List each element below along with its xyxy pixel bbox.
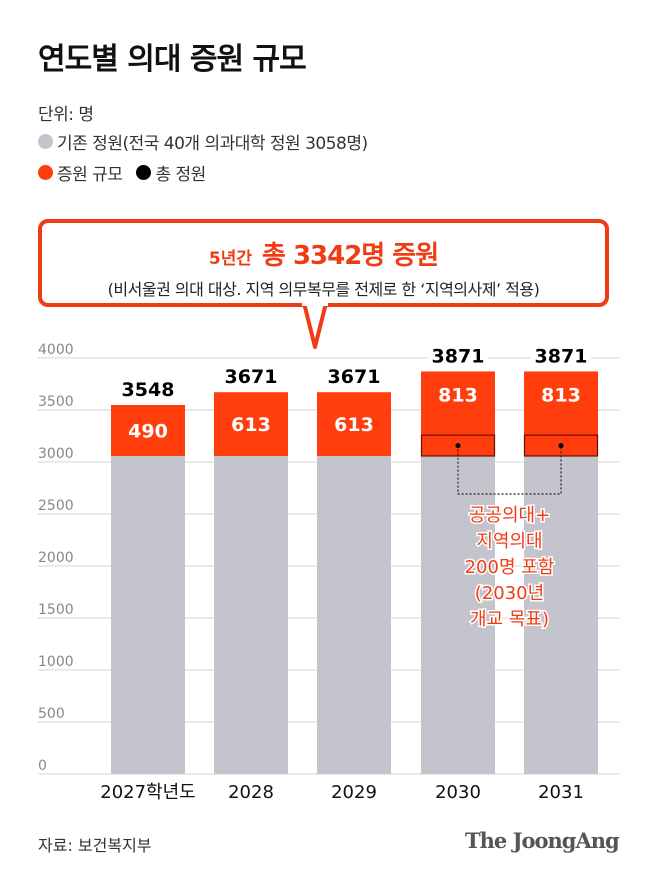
legend-row: 증원 규모 총 정원: [38, 160, 206, 185]
increase-label: 613: [334, 414, 374, 436]
total-label-bg: [428, 345, 488, 368]
chart-title: 연도별 의대 증원 규모: [38, 42, 307, 77]
annotation-line: 공공의대+: [469, 505, 550, 526]
bar-increase: [421, 371, 495, 456]
bar-increase: [524, 371, 598, 456]
total-label-bg: [118, 379, 178, 402]
highlight-dot: [558, 443, 564, 449]
y-tick-label: 2500: [38, 498, 74, 514]
bar-base: [524, 455, 598, 774]
bar-base: [317, 455, 391, 774]
callout-prefix: 5년간: [208, 249, 252, 269]
total-label: 3671: [328, 366, 381, 388]
legend-total-label: 총 정원: [155, 165, 206, 185]
total-label-bg: [324, 366, 384, 389]
total-label: 3671: [225, 366, 278, 388]
y-tick-label: 2000: [38, 550, 74, 566]
total-label: 3871: [432, 345, 485, 367]
increase-label: 490: [128, 420, 168, 442]
legend-gray-dot-icon: [38, 134, 53, 149]
bar-base: [111, 455, 185, 774]
callout-box: 5년간 총 3342명 증원 (비서울권 의대 대상. 지역 의무복무를 전제로 …: [38, 219, 609, 307]
annotation-connector: [457, 445, 562, 495]
source-note: 자료: 보건복지부: [38, 836, 152, 855]
bar-increase: [111, 405, 185, 456]
total-label-bg: [531, 345, 591, 368]
y-tick-label: 500: [38, 706, 65, 722]
annotation-line: (2030년: [475, 583, 544, 604]
total-label-bg: [221, 366, 281, 389]
annotation-line: 개교 목표): [470, 609, 549, 630]
highlight-segment: [420, 434, 496, 457]
legend-black-dot-icon: [136, 165, 152, 180]
y-tick-label: 4000: [38, 342, 74, 358]
increase-label: 613: [231, 414, 271, 436]
annotation-line: 지역의대: [476, 531, 542, 552]
bar-base: [214, 455, 288, 774]
y-tick-label: 3500: [38, 394, 74, 410]
increase-label: 813: [438, 385, 478, 407]
bar-increase: [317, 392, 391, 456]
logo: The JoongAng: [465, 828, 620, 853]
y-tick-label: 0: [38, 758, 47, 774]
x-tick-label: 2027학년도: [100, 782, 196, 803]
x-tick-label: 2031: [538, 782, 584, 803]
legend-red-dot-icon: [38, 165, 53, 180]
legend-base: 기존 정원(전국 40개 의과대학 정원 3058명): [38, 129, 368, 154]
y-tick-label: 1000: [38, 654, 74, 670]
y-tick-label: 1500: [38, 602, 74, 618]
x-tick-label: 2030: [435, 782, 481, 803]
legend-increase-label: 증원 규모: [57, 165, 123, 185]
x-tick-label: 2028: [228, 782, 274, 803]
y-tick-label: 3000: [38, 446, 74, 462]
callout-headline: 총 3342명 증원: [261, 241, 439, 271]
total-label: 3548: [122, 379, 175, 401]
annotation-line: 200명 포함: [465, 557, 555, 578]
total-label: 3871: [535, 345, 588, 367]
increase-label: 813: [541, 385, 581, 407]
unit-label: 단위: 명: [38, 105, 94, 125]
x-tick-label: 2029: [331, 782, 377, 803]
bar-base: [421, 455, 495, 774]
legend-base-label: 기존 정원(전국 40개 의과대학 정원 3058명): [57, 134, 368, 154]
bar-increase: [214, 392, 288, 456]
callout-subtext: (비서울권 의대 대상. 지역 의무복무를 전제로 한 ‘지역의사제’ 적용): [107, 280, 540, 299]
callout-pointer: [302, 303, 328, 349]
